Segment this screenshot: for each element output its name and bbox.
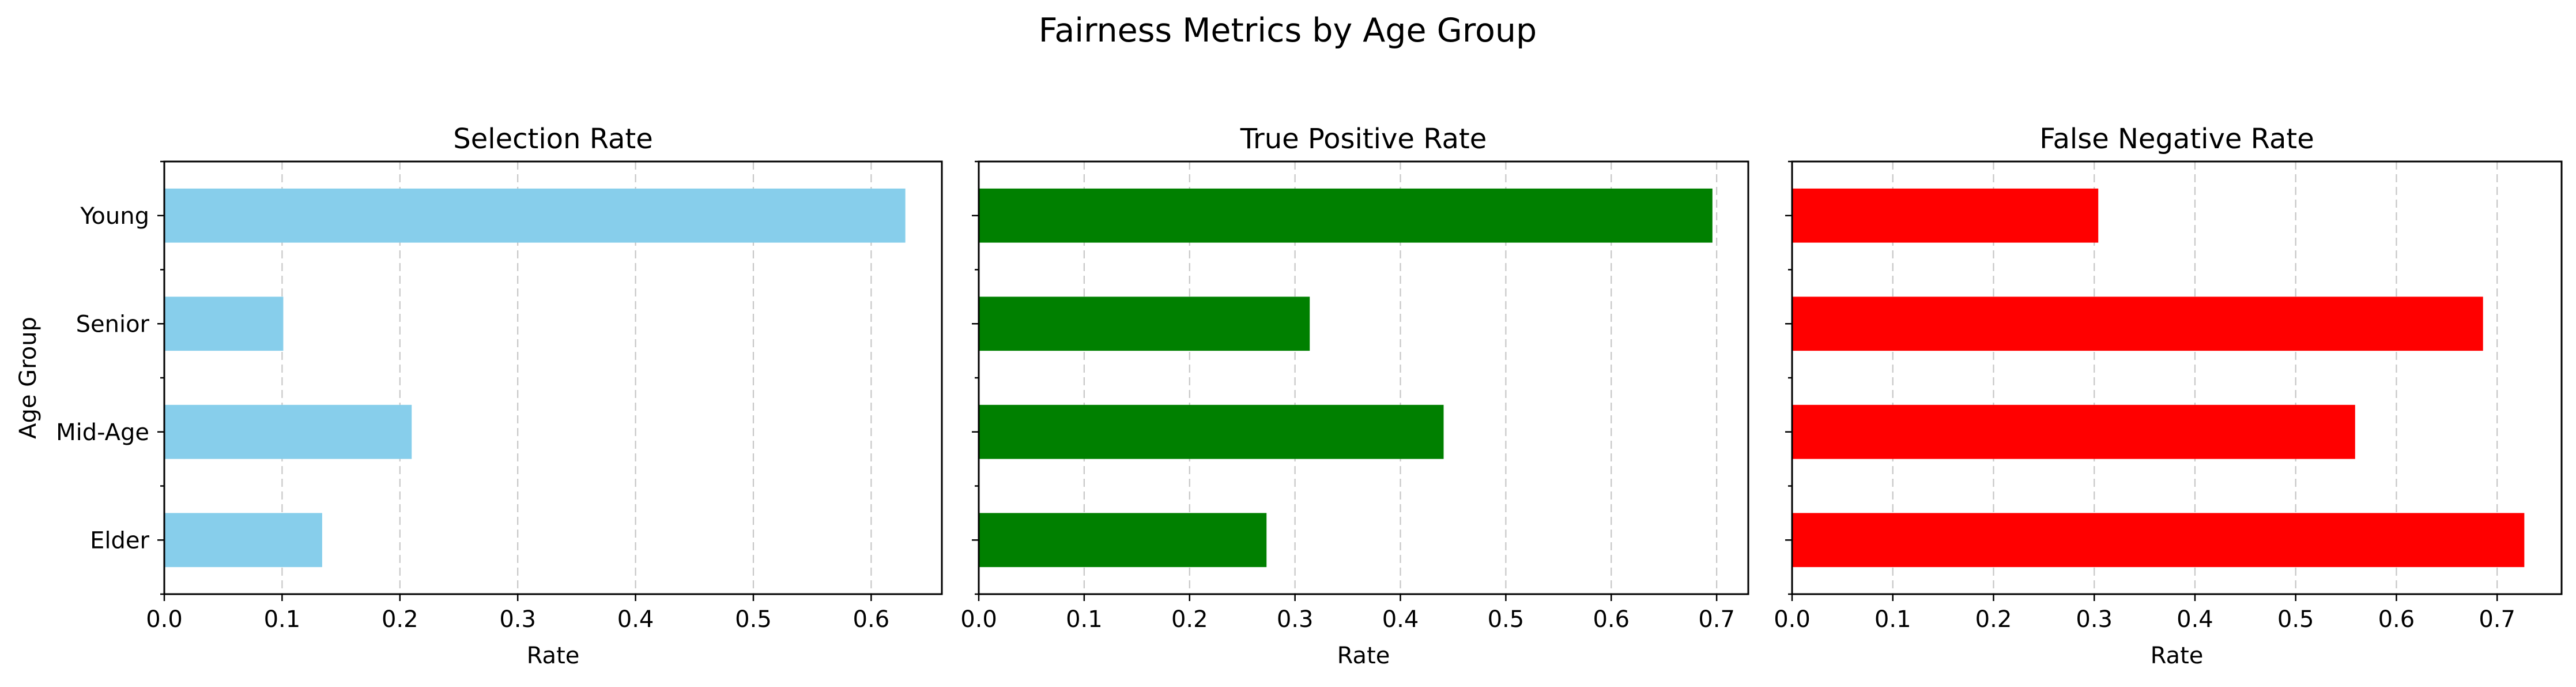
bar-mid-age: [164, 404, 412, 459]
bar-young: [1792, 188, 2099, 243]
x-axis-label: Rate: [1337, 643, 1390, 669]
bar-young: [164, 188, 906, 243]
panel-title: False Negative Rate: [2039, 123, 2314, 155]
panel-2: 0.0 0.1 0.2 0.3 0.4 0.5 0.6 0.7 True Positive Ra…: [960, 123, 1749, 669]
x-tick-label: 0.7: [1698, 606, 1735, 633]
bar-elder: [1792, 513, 2525, 568]
panel-title: Selection Rate: [453, 123, 653, 155]
x-tick-label: 0.4: [1382, 606, 1419, 633]
bar-senior: [164, 296, 284, 351]
x-tick-label: 0.6: [2378, 606, 2415, 633]
x-axis-label: Rate: [527, 643, 580, 669]
x-tick-label: 0.4: [617, 606, 654, 633]
x-tick-label: 0.0: [146, 606, 183, 633]
panel-1: 0.0 0.1 0.2 0.3 0.4 0.5 0.6 Elder Mid-Age Senior Y…: [15, 123, 943, 669]
x-tick-label: 0.3: [499, 606, 536, 633]
x-tick-label: 0.5: [1488, 606, 1525, 633]
panel-3: 0.0 0.1 0.2 0.3 0.4 0.5 0.6 0.7 False Negative R…: [1774, 123, 2563, 669]
x-tick-label: 0.3: [1277, 606, 1314, 633]
x-tick-label: 0.4: [2177, 606, 2213, 633]
bar-mid-age: [979, 404, 1444, 459]
x-tick-label: 0.5: [735, 606, 772, 633]
x-tick-label: 0.6: [853, 606, 890, 633]
x-tick-label: 0.0: [1774, 606, 1811, 633]
bar-mid-age: [1792, 404, 2355, 459]
bar-senior: [1792, 296, 2483, 351]
bar-young: [979, 188, 1713, 243]
x-tick-label: 0.1: [264, 606, 301, 633]
x-tick-label: 0.2: [382, 606, 418, 633]
x-tick-label: 0.7: [2479, 606, 2515, 633]
y-tick-label: Elder: [90, 527, 149, 554]
x-tick-label: 0.1: [1875, 606, 1911, 633]
x-tick-label: 0.5: [2277, 606, 2314, 633]
y-tick-label: Young: [80, 203, 149, 230]
y-tick-label: Senior: [76, 311, 150, 337]
panel-title: True Positive Rate: [1240, 123, 1487, 155]
figure-title: Fairness Metrics by Age Group: [1039, 12, 1537, 50]
x-tick-label: 0.2: [1975, 606, 2012, 633]
x-tick-label: 0.2: [1171, 606, 1208, 633]
x-tick-label: 0.6: [1593, 606, 1630, 633]
y-axis-label: Age Group: [15, 317, 42, 439]
bar-elder: [164, 513, 322, 568]
x-tick-label: 0.1: [1066, 606, 1103, 633]
bar-elder: [979, 513, 1267, 568]
bar-senior: [979, 296, 1310, 351]
x-tick-label: 0.0: [960, 606, 997, 633]
y-tick-label: Mid-Age: [56, 419, 149, 446]
x-tick-label: 0.3: [2076, 606, 2113, 633]
x-axis-label: Rate: [2151, 643, 2204, 669]
